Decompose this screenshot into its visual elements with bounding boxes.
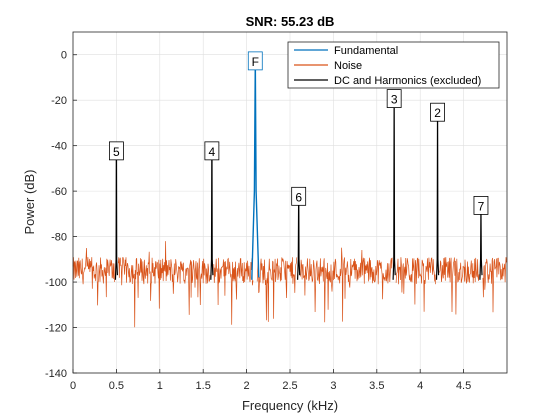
harmonic-peak-3 [392,106,396,280]
harmonic-label-7: 7 [478,199,485,213]
x-axis-title: Frequency (kHz) [242,398,338,413]
legend: Fundamental Noise DC and Harmonics (excl… [287,41,500,89]
x-tick-label: 2 [244,380,250,392]
x-tick-label: 2.5 [282,380,297,392]
harmonic-label-box-5 [109,141,124,161]
harmonic-label-box-6 [291,186,307,206]
harmonic-label-2: 2 [434,106,441,120]
y-tick-label: -140 [45,368,67,380]
y-axis-title: Power (dB) [22,169,37,234]
chart-title: SNR: 55.23 dB [246,14,335,29]
x-tick-label: 0 [70,380,76,392]
x-tick-label: 1.5 [196,380,211,392]
noise-series [72,241,508,328]
x-tick-label: 0.5 [109,380,124,392]
noise-trace [482,257,508,313]
y-tick-label: -20 [51,95,67,107]
y-tick-label: -120 [45,323,67,335]
y-tick-label: -40 [51,141,67,153]
y-tick-label: 0 [61,50,67,62]
legend-label-fundamental: Fundamental [334,45,398,57]
harmonics-series [114,106,483,280]
noise-trace [439,257,480,315]
harmonic-label-box-3 [386,89,402,108]
legend-label-noise: Noise [334,60,362,72]
harmonic-label-5: 5 [113,145,120,159]
harmonic-peak-4 [210,159,214,280]
harmonic-label-4: 4 [209,145,216,159]
harmonic-peak-2 [435,120,440,280]
harmonic-label-6: 6 [295,190,302,204]
x-tick-label: 4 [417,380,423,392]
harmonic-peak-5 [114,159,118,280]
noise-trace [300,247,393,323]
harmonic-peak-7 [479,213,483,280]
legend-label-harmonics: DC and Harmonics (excluded) [334,75,481,87]
harmonic-label-box-4 [204,141,220,161]
x-tick-label: 3.5 [369,380,384,392]
peak-labels: 5 4 6 3 2 7 F [109,51,489,215]
fundamental-label: F [252,55,259,69]
noise-trace [395,257,436,312]
x-tick-label: 1 [157,380,163,392]
noise-trace [72,247,115,306]
plot-frame [72,31,508,374]
noise-trace [213,257,254,325]
x-tick-label: 3 [330,380,336,392]
y-axis-ticks: 0 -20 -40 -60 -80 -100 -120 -140 [45,50,77,380]
y-tick-label: -100 [45,277,67,289]
fundamental-label-box [247,51,263,71]
noise-trace [117,241,211,328]
x-tick-label: 4.5 [456,380,471,392]
harmonic-peak-6 [297,204,301,280]
harmonic-label-3: 3 [391,93,398,107]
y-tick-label: -60 [51,186,67,198]
y-tick-label: -80 [51,232,67,244]
harmonic-label-box-2 [430,102,445,122]
noise-trace [256,257,298,322]
x-axis-ticks: 0 0.5 1 1.5 2 2.5 3 3.5 4 4.5 [70,369,471,392]
harmonic-label-box-7 [473,196,489,215]
